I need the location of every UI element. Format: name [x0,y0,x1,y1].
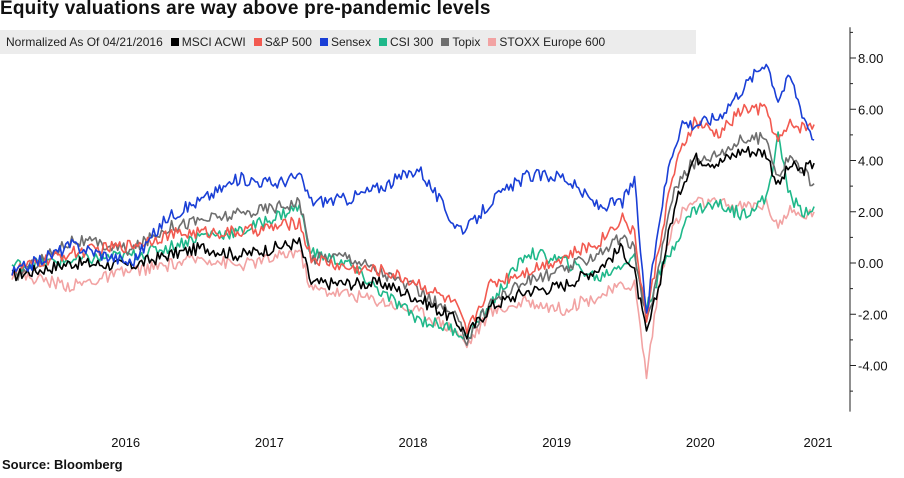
series-line-stoxx-europe-600 [11,196,815,380]
legend-label-csi-300: CSI 300 [389,35,434,49]
source-note: Source: Bloomberg [2,457,123,472]
legend-swatch-sp-500 [253,38,262,46]
legend-swatch-csi-300 [378,38,387,46]
y-tick-label: 2.00 [858,205,883,220]
legend-item-topix: Topix [441,35,480,49]
series-line-msci-acwi [11,146,815,340]
y-tick-label: 4.00 [858,154,883,169]
chart-subtitle: Normalized As Of 04/21/2016 [6,35,163,49]
legend-item-stoxx-europe-600: STOXX Europe 600 [488,35,605,49]
legend-item-sp-500: S&P 500 [253,35,312,49]
series-line-csi-300 [11,131,815,340]
x-tick-label: 2021 [804,435,833,450]
legend-label-sp-500: S&P 500 [264,35,312,49]
legend-label-msci-acwi: MSCI ACWI [181,35,246,49]
legend-swatch-stoxx-europe-600 [488,38,497,46]
x-tick-label: 2019 [542,435,571,450]
series-line-sensex [11,63,815,314]
x-tick-label: 2017 [255,435,284,450]
legend-label-sensex: Sensex [330,35,371,49]
legend-swatch-topix [441,38,450,46]
legend-item-msci-acwi: MSCI ACWI [170,35,246,49]
legend-swatch-sensex [319,38,328,46]
y-tick-label: -4.00 [858,359,888,374]
x-tick-label: 2016 [111,435,140,450]
x-tick-label: 2020 [686,435,715,450]
legend-label-topix: Topix [452,35,481,49]
legend-item-sensex: Sensex [319,35,371,49]
y-tick-label: 0.00 [858,256,883,271]
legend: Normalized As Of 04/21/2016 MSCI ACWI S&… [0,30,696,54]
chart-title: Equity valuations are way above pre-pand… [0,0,491,19]
y-tick-label: -2.00 [858,307,888,322]
y-tick-label: 6.00 [858,102,883,117]
legend-item-csi-300: CSI 300 [378,35,434,49]
x-tick-label: 2018 [399,435,428,450]
legend-label-stoxx-europe-600: STOXX Europe 600 [499,35,606,49]
series-line-s-p-500 [11,102,815,335]
y-tick-label: 8.00 [858,51,883,66]
legend-swatch-msci-acwi [170,38,179,46]
